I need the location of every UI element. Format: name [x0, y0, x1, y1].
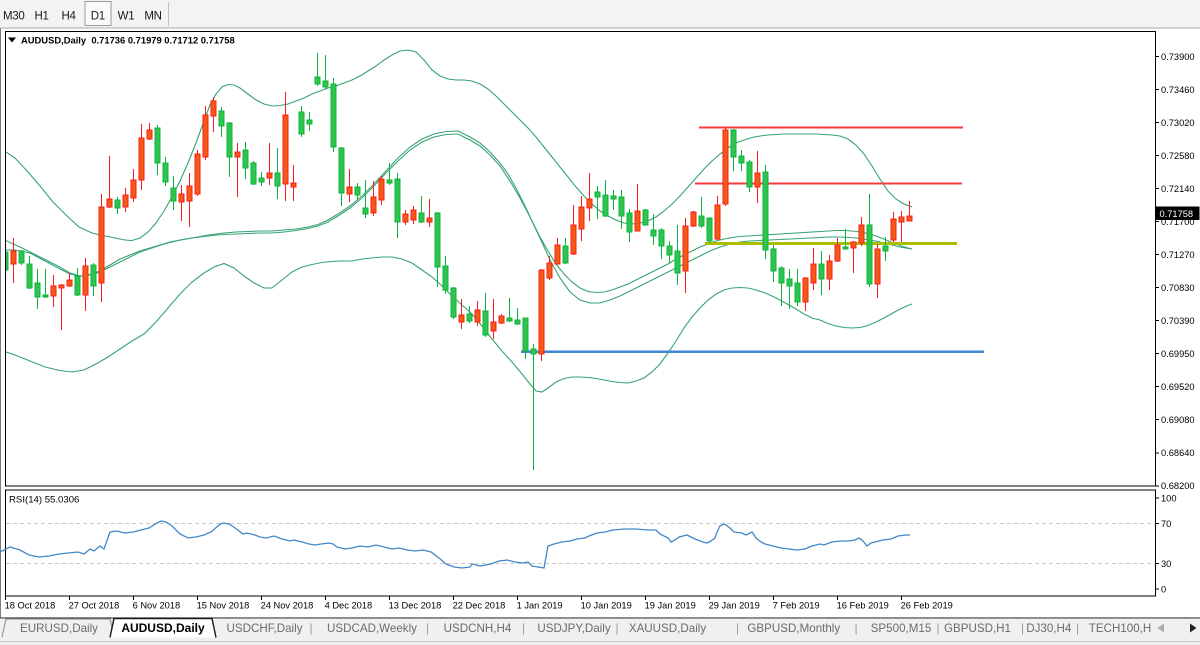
svg-text:H1: H1 [34, 11, 48, 23]
svg-text:EURUSD,Daily: EURUSD,Daily [20, 622, 98, 635]
svg-text:|: | [1076, 621, 1079, 635]
svg-text:0: 0 [1161, 584, 1166, 594]
svg-text:XAUUSD,Daily: XAUUSD,Daily [629, 622, 707, 635]
svg-text:27 Oct 2018: 27 Oct 2018 [69, 601, 120, 611]
svg-text:0.69950: 0.69950 [1161, 349, 1195, 359]
svg-text:SP500,M15: SP500,M15 [871, 622, 932, 635]
svg-text:13 Dec 2018: 13 Dec 2018 [389, 601, 442, 611]
svg-text:29 Jan 2019: 29 Jan 2019 [709, 601, 760, 611]
svg-text:19 Jan 2019: 19 Jan 2019 [645, 601, 696, 611]
svg-text:|: | [736, 621, 739, 635]
svg-text:0.68640: 0.68640 [1161, 448, 1195, 458]
svg-text:0.69520: 0.69520 [1161, 382, 1195, 392]
svg-text:0.71270: 0.71270 [1161, 250, 1195, 260]
svg-text:H4: H4 [61, 11, 76, 23]
svg-text:26 Feb 2019: 26 Feb 2019 [901, 601, 953, 611]
svg-text:M30: M30 [3, 11, 24, 23]
svg-text:0.71758: 0.71758 [1160, 209, 1194, 219]
svg-text:15 Nov 2018: 15 Nov 2018 [197, 601, 250, 611]
svg-text:0.72580: 0.72580 [1161, 151, 1195, 161]
svg-text:100: 100 [1161, 493, 1177, 503]
svg-text:USDCHF,Daily: USDCHF,Daily [226, 622, 302, 635]
svg-text:30: 30 [1161, 559, 1171, 569]
svg-text:4 Dec 2018: 4 Dec 2018 [325, 601, 373, 611]
svg-text:0.68200: 0.68200 [1161, 481, 1195, 491]
svg-text:|: | [615, 621, 618, 635]
svg-text:22 Dec 2018: 22 Dec 2018 [453, 601, 506, 611]
svg-text:TECH100,H: TECH100,H [1089, 622, 1152, 635]
svg-text:7 Feb 2019: 7 Feb 2019 [773, 601, 820, 611]
svg-text:MN: MN [144, 11, 161, 23]
svg-text:0.71700: 0.71700 [1161, 217, 1195, 227]
svg-text:USDCAD,Weekly: USDCAD,Weekly [327, 622, 417, 635]
svg-text:RSI(14) 55.0306: RSI(14) 55.0306 [9, 495, 79, 506]
svg-text:|: | [522, 621, 525, 635]
svg-text:0.72140: 0.72140 [1161, 184, 1195, 194]
svg-text:1 Jan 2019: 1 Jan 2019 [517, 601, 563, 611]
svg-text:70: 70 [1161, 519, 1171, 529]
svg-text:|: | [426, 621, 429, 635]
svg-text:USDCNH,H4: USDCNH,H4 [444, 622, 512, 635]
svg-text:GBPUSD,Monthly: GBPUSD,Monthly [747, 622, 840, 635]
svg-text:0.69080: 0.69080 [1161, 415, 1195, 425]
svg-text:16 Feb 2019: 16 Feb 2019 [837, 601, 889, 611]
svg-text:D1: D1 [91, 11, 105, 23]
svg-text:W1: W1 [118, 11, 135, 23]
svg-text:18 Oct 2018: 18 Oct 2018 [5, 601, 56, 611]
svg-text:0.73460: 0.73460 [1161, 85, 1195, 95]
svg-text:0.70390: 0.70390 [1161, 316, 1195, 326]
svg-text:10 Jan 2019: 10 Jan 2019 [581, 601, 632, 611]
svg-text:|: | [854, 621, 857, 635]
svg-text:24 Nov 2018: 24 Nov 2018 [261, 601, 314, 611]
svg-text:AUDUSD,Daily: AUDUSD,Daily [121, 621, 205, 635]
svg-text:0.73900: 0.73900 [1161, 52, 1195, 62]
svg-text:GBPUSD,H1: GBPUSD,H1 [944, 622, 1011, 635]
svg-text:|: | [1021, 621, 1024, 635]
svg-text:0.70830: 0.70830 [1161, 283, 1195, 293]
svg-text:|: | [936, 621, 939, 635]
svg-text:|: | [309, 621, 312, 635]
svg-text:DJ30,H4: DJ30,H4 [1026, 622, 1072, 635]
svg-text:6 Nov 2018: 6 Nov 2018 [133, 601, 181, 611]
svg-text:AUDUSD,Daily 0.71736 0.71979: AUDUSD,Daily 0.71736 0.71979 0.71712 0.7… [21, 35, 235, 46]
svg-text:USDJPY,Daily: USDJPY,Daily [537, 622, 610, 635]
svg-text:0.73020: 0.73020 [1161, 118, 1195, 128]
